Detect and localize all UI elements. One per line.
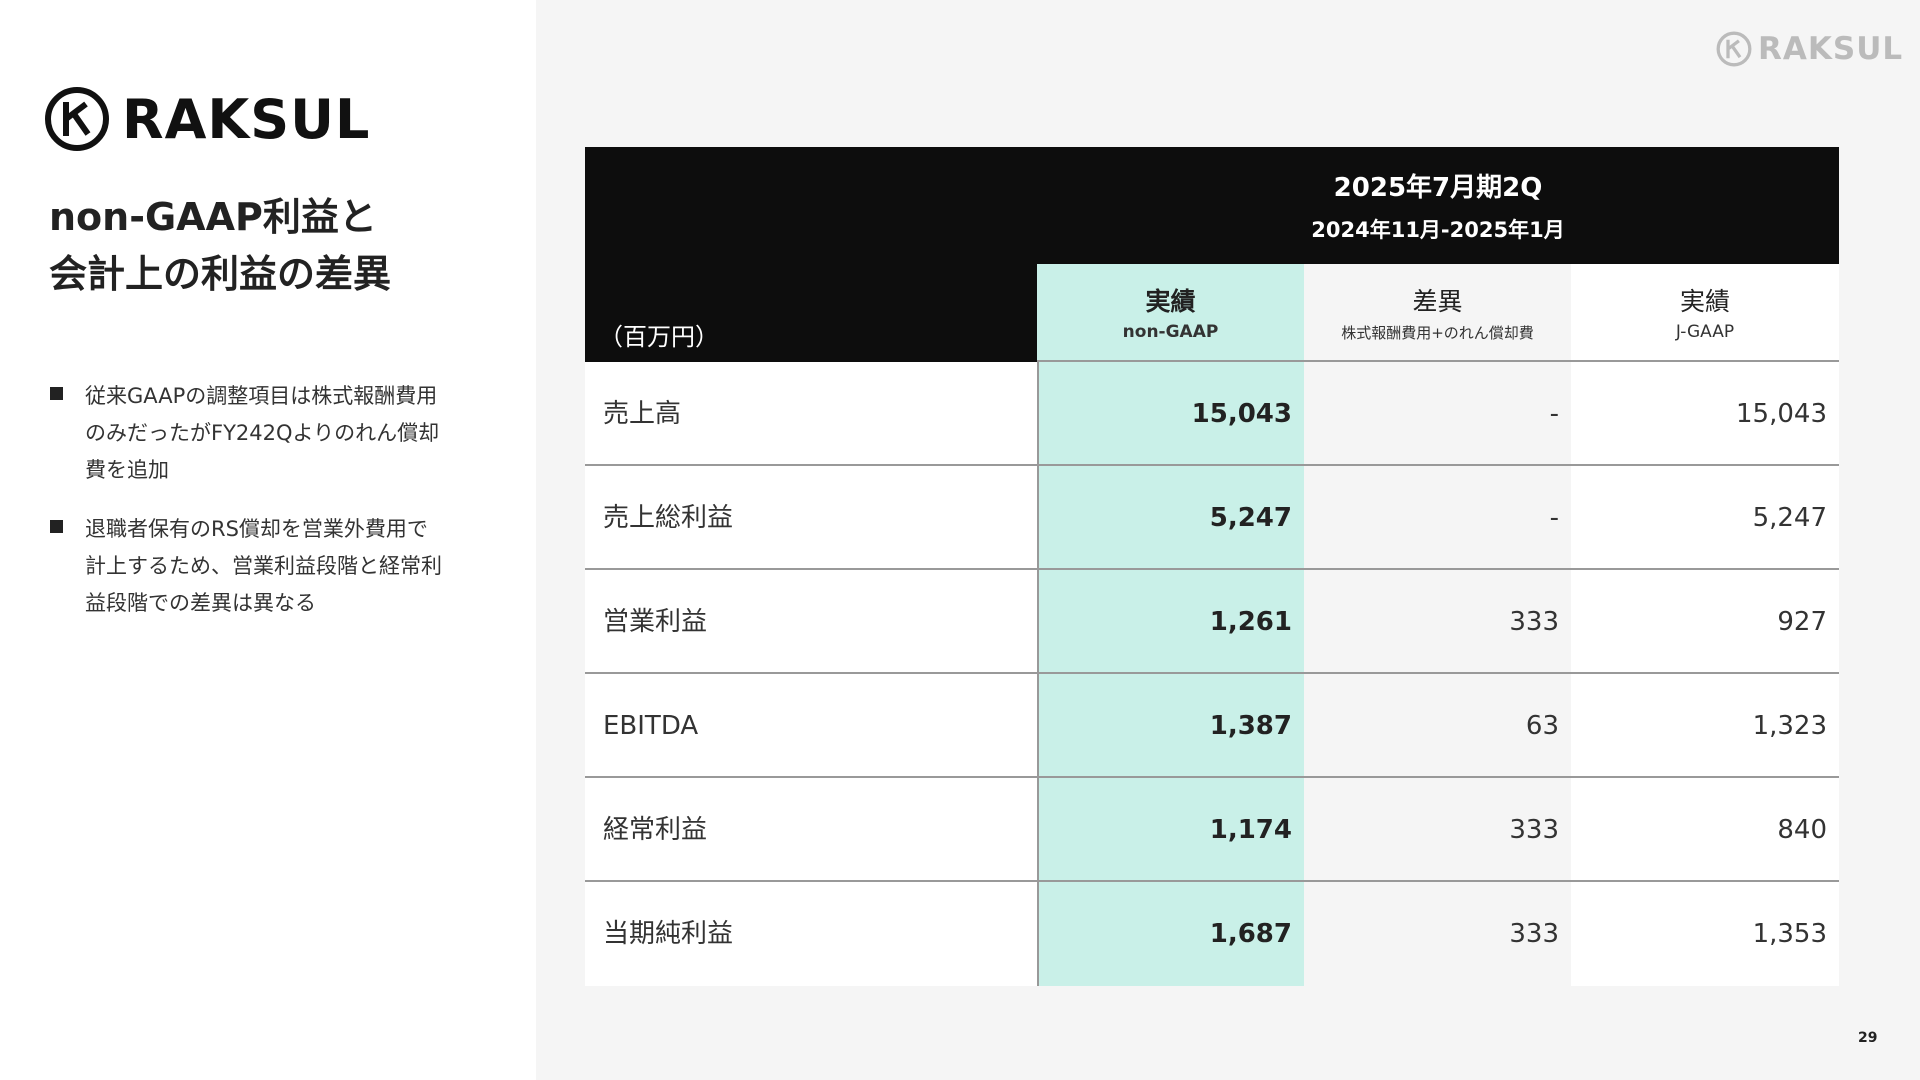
bullet-line: のみだったがFY242Qよりのれん償却 (85, 421, 440, 445)
column-sub: 株式報酬費用+のれん償却費 (1341, 324, 1534, 342)
column-title: 実績 (1145, 287, 1196, 316)
unit: （百万円） (599, 323, 719, 351)
cell-value: 5,247 (1571, 466, 1839, 570)
corner-logo-mark (1716, 31, 1752, 67)
period-range: 2024年11月-2025年1月 (1311, 218, 1565, 242)
logo-mark (45, 87, 109, 151)
column-header: 実績 non-GAAP (1037, 264, 1304, 362)
logo: RAKSUL (44, 86, 370, 152)
cell-value: 1,687 (1037, 882, 1304, 986)
row-label: 当期純利益 (585, 882, 1037, 986)
cell-value: - (1304, 362, 1571, 466)
column-sub: non-GAAP (1122, 322, 1219, 342)
row-label: 売上高 (585, 362, 1037, 466)
title: non-GAAP利益と 会計上の利益の差異 (49, 189, 391, 303)
cell-value: 840 (1571, 778, 1839, 882)
cell-value: 15,043 (1571, 362, 1839, 466)
cell-value: 1,387 (1037, 674, 1304, 778)
column-title: 実績 (1679, 287, 1730, 316)
cell-value: 927 (1571, 570, 1839, 674)
bullet: 従来GAAPの調整項目は株式報酬費用 のみだったがFY242Qよりのれん償却 費を追… (50, 378, 510, 489)
bullet-marker (50, 387, 63, 400)
cell-value: 5,247 (1037, 466, 1304, 570)
corner-logo-text: RAKSUL (1758, 31, 1904, 67)
title-line: 会計上の利益の差異 (49, 252, 392, 296)
bullet-line: 従来GAAPの調整項目は株式報酬費用 (85, 384, 438, 408)
row-label: 経常利益 (585, 778, 1037, 882)
period: 2025年7月期2Q (1333, 173, 1543, 203)
bullet-line: 退職者保有のRS償却を営業外費用で (85, 517, 428, 541)
page-number: 29 (1858, 1030, 1878, 1046)
corner-logo: RAKSUL (1716, 30, 1903, 68)
cell-value: 15,043 (1037, 362, 1304, 466)
cell-value: 1,174 (1037, 778, 1304, 882)
logo-text: RAKSUL (122, 87, 371, 151)
column-header: 差異株式報酬費用+のれん償却費 (1304, 264, 1571, 362)
column-header: 実績 J-GAAP (1571, 264, 1839, 362)
cell-value: 333 (1304, 570, 1571, 674)
left-panel (0, 0, 536, 1080)
row-label: EBITDA (585, 674, 1037, 778)
cell-value: 63 (1304, 674, 1571, 778)
bullet: 退職者保有のRS償却を営業外費用で 計上するため、営業利益段階と経常利 益段階での差… (50, 511, 510, 622)
bullet-line: 費を追加 (85, 458, 169, 482)
row-label: 売上総利益 (585, 466, 1037, 570)
bullet-line: 益段階での差異は異なる (85, 591, 316, 615)
cell-value: 1,323 (1571, 674, 1839, 778)
bullet-marker (50, 520, 63, 533)
column-sub: J-GAAP (1675, 322, 1735, 342)
cell-value: 333 (1304, 882, 1571, 986)
cell-value: 333 (1304, 778, 1571, 882)
cell-value: - (1304, 466, 1571, 570)
bullet-line: 計上するため、営業利益段階と経常利 (85, 554, 442, 578)
title-line: non-GAAP利益と (49, 195, 377, 239)
cell-value: 1,353 (1571, 882, 1839, 986)
column-title: 差異 (1412, 287, 1463, 316)
cell-value: 1,261 (1037, 570, 1304, 674)
row-label: 営業利益 (585, 570, 1037, 674)
